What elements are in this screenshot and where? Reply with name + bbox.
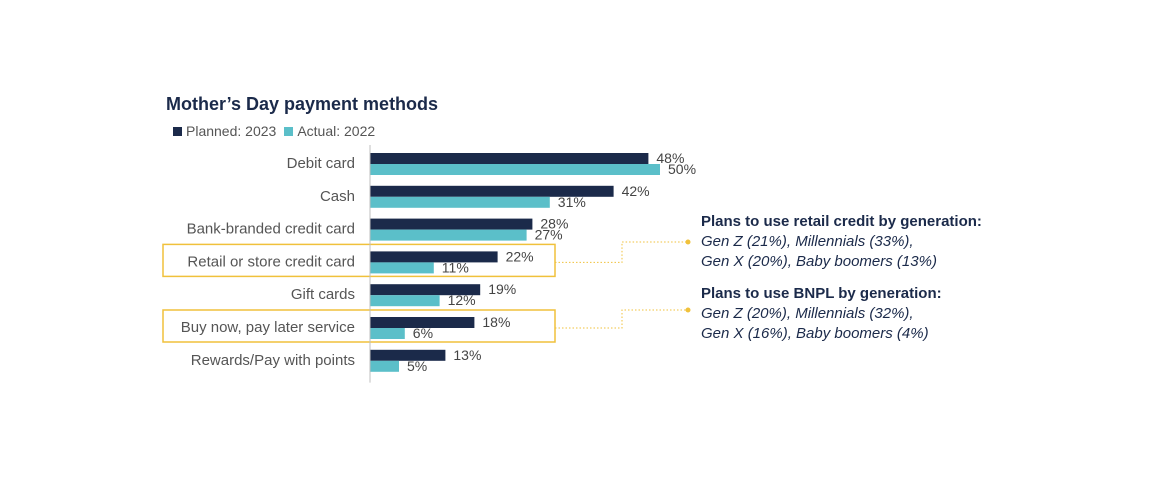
bar-planned-gift-cards — [370, 284, 481, 296]
data-label-actual-gift-cards: 12% — [448, 292, 476, 308]
callout-bnpl-line1: Gen Z (20%), Millennials (32%), — [701, 305, 914, 322]
chart-title: Mother’s Day payment methods — [166, 94, 439, 114]
highlight-box-retail-or-store-credit-card — [162, 243, 556, 278]
bar-actual-debit-card — [370, 164, 660, 175]
callout-bnpl-line2: Gen X (16%), Baby boomers (4%) — [701, 325, 929, 342]
bar-planned-cash — [370, 185, 614, 197]
legend-label-actual: Actual: 2022 — [297, 123, 376, 139]
data-label-actual-retail-or-store-credit-card: 11% — [442, 259, 469, 275]
data-label-planned-cash: 42% — [622, 183, 650, 199]
data-label-actual-buy-now-pay-later-service: 6% — [413, 325, 433, 341]
category-label-gift-cards: Gift cards — [291, 286, 355, 303]
data-label-planned-bank-branded-credit-card: 28% — [540, 216, 568, 232]
data-label-planned-gift-cards: 19% — [488, 281, 516, 297]
connector-dot-retail — [685, 239, 691, 245]
connector-line-retail — [555, 241, 686, 263]
legend-item-actual: Actual: 2022 — [284, 123, 375, 139]
data-label-planned-rewards-pay-with-points: 13% — [453, 347, 481, 363]
category-label-bank-branded-credit-card: Bank-branded credit card — [187, 221, 355, 238]
data-label-planned-buy-now-pay-later-service: 18% — [482, 314, 510, 330]
legend: Planned: 2023 Actual: 2022 — [173, 123, 383, 139]
bar-actual-rewards-pay-with-points — [370, 360, 399, 372]
connector-dot-bnpl — [685, 307, 691, 313]
category-label-debit-card: Debit card — [287, 155, 355, 172]
bar-planned-rewards-pay-with-points — [370, 349, 446, 361]
data-label-actual-cash: 31% — [558, 194, 586, 210]
data-label-planned-debit-card: 48% — [656, 150, 684, 166]
highlight-box-buy-now-pay-later-service — [162, 309, 556, 343]
bar-actual-retail-or-store-credit-card — [370, 262, 434, 274]
callout-bnpl: Plans to use BNPL by generation: Gen Z (… — [701, 284, 942, 344]
data-label-actual-rewards-pay-with-points: 5% — [407, 358, 427, 374]
bar-planned-debit-card — [370, 153, 649, 164]
callout-retail-line2: Gen X (20%), Baby boomers (13%) — [701, 253, 937, 270]
data-label-actual-bank-branded-credit-card: 27% — [535, 227, 563, 243]
category-label-buy-now-pay-later-service: Buy now, pay later service — [181, 319, 355, 336]
bar-planned-bank-branded-credit-card — [370, 218, 533, 230]
legend-item-planned: Planned: 2023 — [173, 123, 276, 139]
bar-actual-buy-now-pay-later-service — [370, 328, 405, 339]
category-label-rewards-pay-with-points: Rewards/Pay with points — [191, 352, 355, 369]
legend-label-planned: Planned: 2023 — [186, 123, 277, 139]
bar-planned-retail-or-store-credit-card — [370, 251, 498, 263]
callout-bnpl-title: Plans to use BNPL by generation: — [701, 285, 942, 302]
bar-actual-cash — [370, 196, 550, 208]
category-label-retail-or-store-credit-card: Retail or store credit card — [187, 253, 355, 270]
callout-retail: Plans to use retail credit by generation… — [701, 212, 982, 272]
data-label-actual-debit-card: 50% — [668, 161, 696, 177]
legend-swatch-planned — [173, 126, 182, 136]
legend-swatch-actual — [284, 126, 294, 136]
connector-line-bnpl — [555, 309, 686, 329]
bar-actual-gift-cards — [370, 295, 440, 307]
bar-planned-buy-now-pay-later-service — [370, 317, 475, 328]
callout-retail-line1: Gen Z (21%), Millennials (33%), — [701, 233, 914, 250]
category-label-cash: Cash — [320, 188, 355, 205]
callout-retail-title: Plans to use retail credit by generation… — [701, 213, 982, 230]
bar-actual-bank-branded-credit-card — [370, 229, 527, 241]
data-label-planned-retail-or-store-credit-card: 22% — [506, 248, 534, 264]
